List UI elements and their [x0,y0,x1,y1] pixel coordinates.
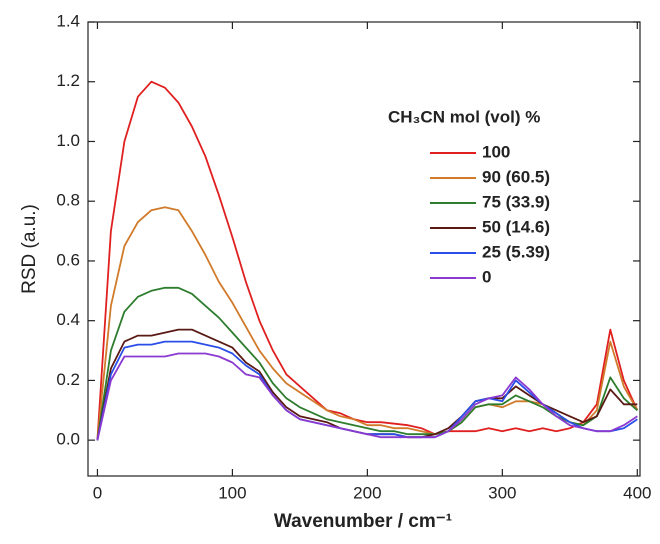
series-line [96,206,639,441]
plot-frame [87,21,641,477]
y-tick-label: 0.2 [56,370,80,389]
legend-label: 75 (33.9) [482,192,550,211]
legend-label: 25 (5.39) [482,242,550,261]
y-tick-label: 0.8 [56,191,80,210]
y-tick-label: 1.0 [56,131,80,150]
y-axis-label: RSD (a.u.) [19,204,40,294]
x-tick-label: 0 [93,483,102,502]
y-tick-label: 0.0 [56,430,80,449]
x-tick-label: 200 [353,483,381,502]
legend-label: 100 [482,142,510,161]
legend-title: CH₃CN mol (vol) % [388,107,540,126]
legend-label: 90 (60.5) [482,167,550,186]
y-tick-label: 0.6 [56,250,80,269]
y-tick-label: 0.4 [56,310,80,329]
x-axis-label: Wavenumber / cm⁻¹ [274,511,452,532]
x-tick-label: 100 [218,483,246,502]
series-line [96,80,639,441]
x-tick-label: 400 [623,483,651,502]
legend-label: 0 [482,267,491,286]
legend-label: 50 (14.6) [482,217,550,236]
y-tick-label: 1.4 [56,11,80,30]
y-tick-label: 1.2 [56,71,80,90]
series-line [96,352,638,441]
series-line [96,286,638,441]
x-tick-label: 300 [488,483,516,502]
series-line [96,328,638,441]
